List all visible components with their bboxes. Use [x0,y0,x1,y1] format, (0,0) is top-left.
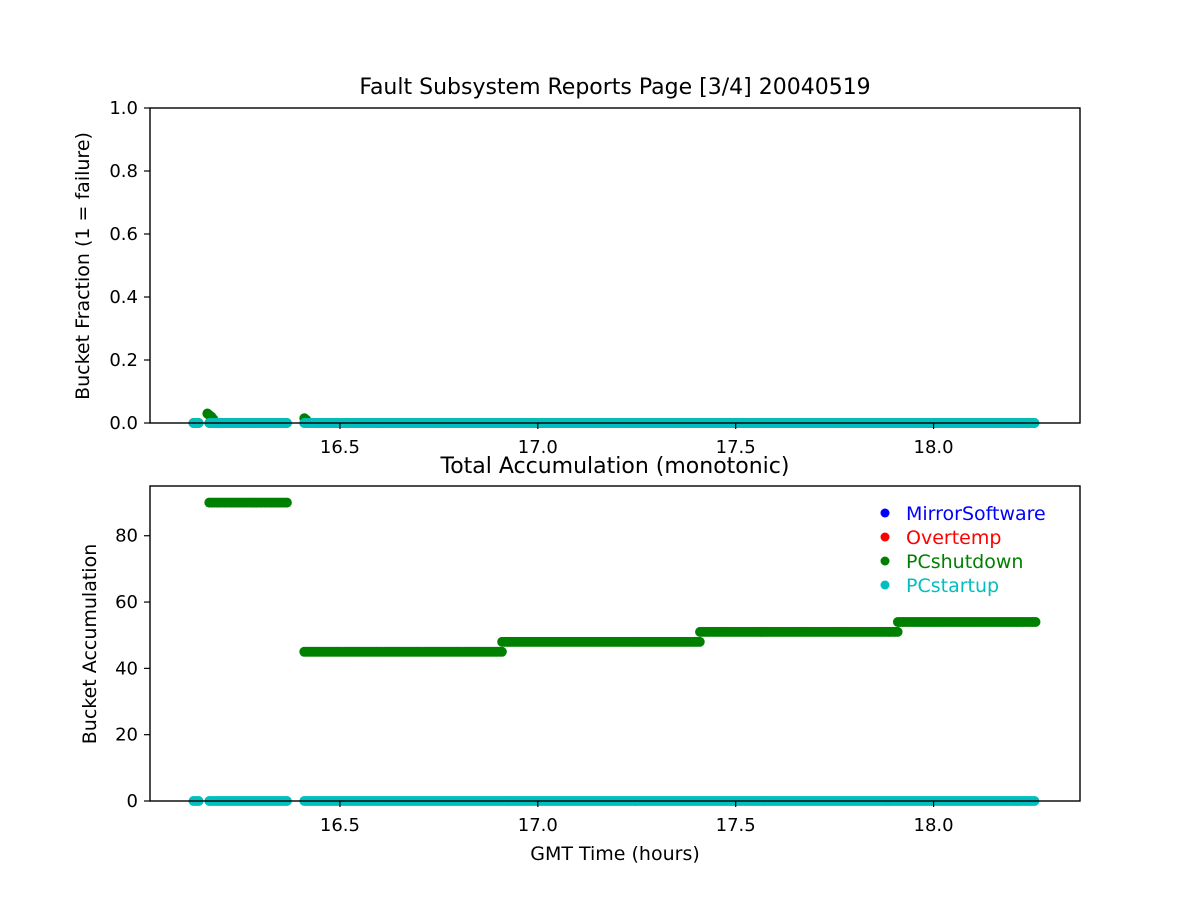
legend-item-overtemp: Overtemp [880,527,1001,549]
accumulation-y-ticks: 0 20 40 60 80 [115,526,150,812]
legend-label: MirrorSoftware [906,503,1046,525]
accumulation-x-tick-label: 18.0 [914,815,954,836]
legend-marker [880,556,890,566]
accumulation-pcshutdown-point [892,626,903,637]
fraction-y-tick-label: 1.0 [109,98,138,119]
fraction-x-tick-label: 17.5 [716,437,756,458]
accumulation-y-tick-label: 40 [115,658,138,679]
legend: MirrorSoftwareOvertempPCshutdownPCstartu… [880,503,1046,597]
legend-label: PCshutdown [906,551,1023,573]
accumulation-x-tick-label: 16.5 [320,815,360,836]
fraction-series-1-run [204,418,292,428]
fraction-y-tick-label: 0.0 [109,413,138,434]
legend-item-mirrorsoftware: MirrorSoftware [880,503,1046,525]
legend-marker [880,508,890,518]
legend-item-pcshutdown: PCshutdown [880,551,1023,573]
accumulation-y-tick-label: 0 [127,791,138,812]
accumulation-panel: Total Accumulation (monotonic) Bucket Ac… [79,454,1081,865]
fraction-x-tick-label: 18.0 [914,437,954,458]
accumulation-pcshutdown-point [496,646,507,657]
accumulation-x-axis-label: GMT Time (hours) [530,843,700,865]
accumulation-data-marks [188,497,1041,806]
accumulation-pcshutdown-run [497,636,705,647]
fraction-y-tick-label: 0.4 [109,287,138,308]
fraction-chart-title: Fault Subsystem Reports Page [3/4] 20040… [359,75,870,100]
fraction-panel: Fault Subsystem Reports Page [3/4] 20040… [72,75,1081,458]
fraction-x-tick-label: 16.5 [320,437,360,458]
accumulation-x-tick-label: 17.0 [518,815,558,836]
accumulation-x-tick-label: 17.5 [716,815,756,836]
accumulation-pcshutdown-run [299,646,507,657]
fraction-y-axis-label: Bucket Fraction (1 = failure) [72,132,94,400]
accumulation-pcshutdown-point [694,636,705,647]
fraction-y-tick-label: 0.6 [109,224,138,245]
accumulation-y-tick-label: 20 [115,725,138,746]
fraction-plot-frame [149,107,1081,424]
fraction-y-tick-label: 0.8 [109,161,138,182]
accumulation-x-ticks: 16.5 17.0 17.5 18.0 [320,801,954,836]
legend-marker [880,532,890,542]
accumulation-pcshutdown-point [281,497,292,508]
accumulation-y-axis-label: Bucket Accumulation [79,544,101,745]
legend-item-pcstartup: PCstartup [880,575,999,597]
accumulation-chart-title: Total Accumulation (monotonic) [440,454,790,479]
fraction-y-ticks: 0.0 0.2 0.4 0.6 0.8 1.0 [109,98,150,434]
accumulation-plot-frame [149,485,1081,802]
accumulation-y-tick-label: 80 [115,526,138,547]
legend-marker [880,580,890,590]
fraction-y-tick-label: 0.2 [109,350,138,371]
accumulation-pcshutdown-run [204,497,292,508]
accumulation-pcstartup-run [299,796,1040,806]
accumulation-pcshutdown-run [892,616,1041,627]
legend-label: PCstartup [906,575,999,597]
accumulation-y-tick-label: 60 [115,592,138,613]
legend-label: Overtemp [906,527,1001,549]
fraction-x-tick-label: 17.0 [518,437,558,458]
fraction-x-ticks: 16.5 17.0 17.5 18.0 [320,423,954,458]
accumulation-pcshutdown-run [695,626,903,637]
accumulation-pcshutdown-point [1030,616,1041,627]
